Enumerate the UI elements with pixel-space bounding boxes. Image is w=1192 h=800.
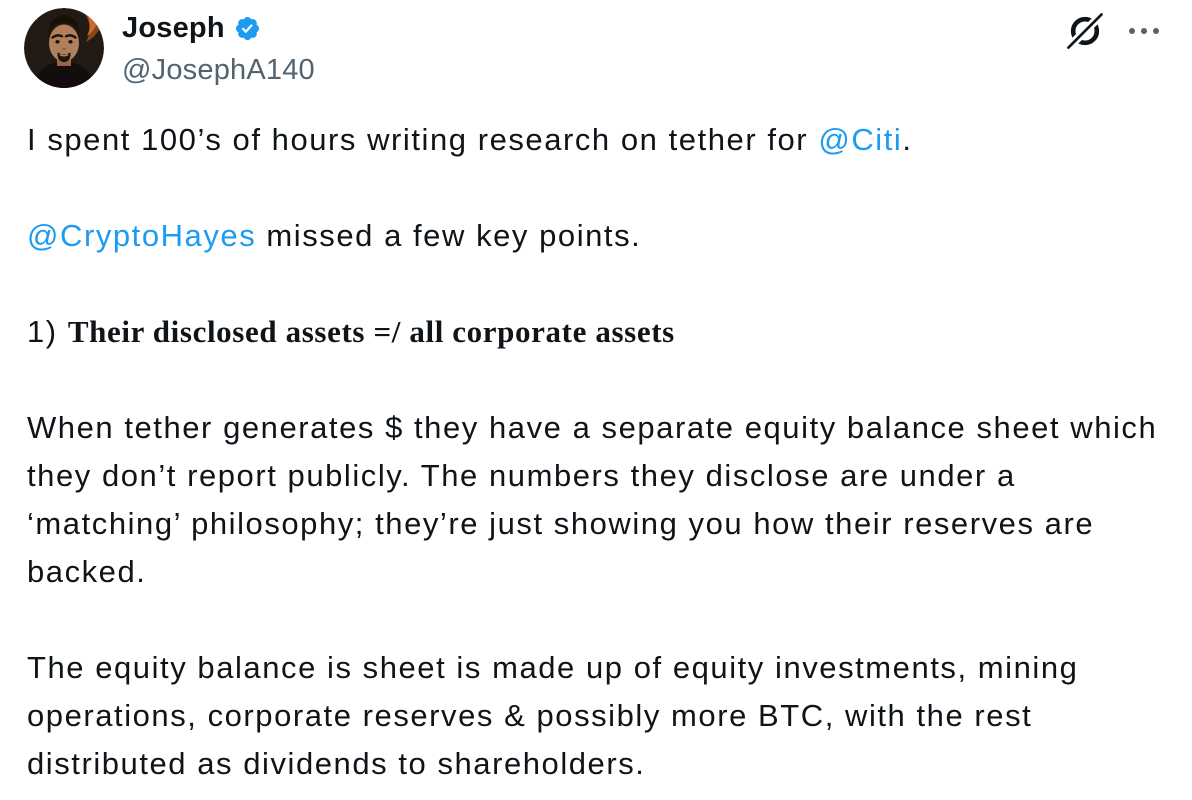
text-segment: . xyxy=(902,122,913,157)
grok-icon[interactable] xyxy=(1064,10,1106,52)
verified-badge-icon xyxy=(234,15,261,42)
avatar-portrait-image xyxy=(24,8,104,88)
text-segment: missed a few key points. xyxy=(256,218,642,253)
text-segment: The equity balance is sheet is made up o… xyxy=(27,650,1079,781)
tweet-header: Joseph @JosephA140 xyxy=(0,0,1192,90)
paragraph-3: 1) Their disclosed assets =/ all corpora… xyxy=(27,308,1170,356)
tweet-text: I spent 100’s of hours writing research … xyxy=(0,116,1192,788)
more-icon[interactable] xyxy=(1126,25,1162,37)
mention-cryptohayes[interactable]: @CryptoHayes xyxy=(27,218,257,253)
text-segment: I spent 100’s of hours writing research … xyxy=(27,122,819,157)
display-name[interactable]: Joseph xyxy=(122,11,225,44)
paragraph-4: When tether generates $ they have a sepa… xyxy=(27,404,1170,596)
paragraph-5: The equity balance is sheet is made up o… xyxy=(27,644,1170,788)
paragraph-1: I spent 100’s of hours writing research … xyxy=(27,116,1170,164)
name-row: Joseph xyxy=(122,8,315,48)
mention-citi[interactable]: @Citi xyxy=(818,122,903,157)
user-names: Joseph @JosephA140 xyxy=(122,8,315,90)
list-number: 1) xyxy=(27,314,68,349)
paragraph-2: @CryptoHayes missed a few key points. xyxy=(27,212,1170,260)
bold-serif-heading: Their disclosed assets =/ all corporate … xyxy=(67,314,675,349)
avatar[interactable] xyxy=(24,8,104,88)
text-segment: When tether generates $ they have a sepa… xyxy=(27,410,1158,589)
header-actions xyxy=(1064,10,1162,52)
user-handle[interactable]: @JosephA140 xyxy=(122,54,315,86)
